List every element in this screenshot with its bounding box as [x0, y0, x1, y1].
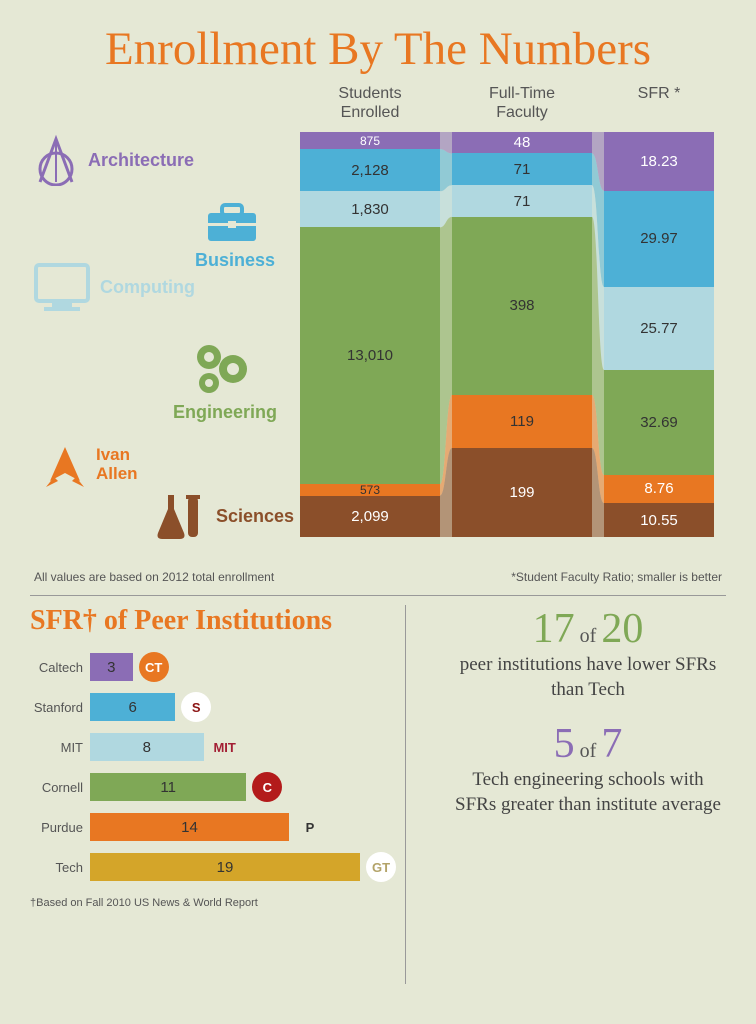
peer-institutions-panel: SFR† of Peer Institutions Caltech3CT Stan…: [30, 605, 405, 909]
col-header-sfr: SFR *: [604, 84, 714, 122]
briefcase-icon: [204, 199, 260, 245]
peer-title: SFR† of Peer Institutions: [30, 605, 405, 637]
peer-logo-icon: P: [295, 812, 325, 842]
peer-label: Purdue: [30, 820, 90, 835]
col-header-students: StudentsEnrolled: [300, 84, 440, 122]
peer-bar: 14: [90, 813, 289, 841]
stat-number: 17: [533, 606, 575, 652]
page-title: Enrollment By The Numbers: [0, 0, 756, 94]
sankey-segment: 199: [452, 448, 592, 537]
sankey-segment: 8.76: [604, 475, 714, 503]
monitor-icon: [30, 259, 94, 315]
sankey-segment: 119: [452, 395, 592, 448]
gears-icon: [187, 339, 257, 397]
category-architecture: Architecture: [30, 134, 194, 186]
peer-row: MIT8MIT: [30, 729, 405, 765]
sankey-segment: 1,830: [300, 191, 440, 227]
category-label: Sciences: [216, 506, 294, 527]
sankey-segment: 18.23: [604, 132, 714, 191]
sankey-segment: 71: [452, 185, 592, 217]
stat-number: 7: [601, 721, 622, 767]
architecture-icon: [30, 134, 82, 186]
peer-logo-icon: C: [252, 772, 282, 802]
sankey-segment: 29.97: [604, 191, 714, 287]
peer-footnote: †Based on Fall 2010 US News & World Repo…: [30, 897, 405, 909]
peer-logo-icon: S: [181, 692, 211, 722]
sankey-col-faculty: 487171398119199: [452, 132, 592, 537]
footnote-enrollment: All values are based on 2012 total enrol…: [34, 570, 274, 584]
peer-bar: 3: [90, 653, 133, 681]
column-headers: StudentsEnrolled Full-TimeFaculty SFR *: [300, 84, 726, 122]
sankey-segment: 398: [452, 217, 592, 395]
category-ivan-allen: IvanAllen: [40, 439, 138, 491]
peer-row: Cornell11C: [30, 769, 405, 805]
peer-label: MIT: [30, 740, 90, 755]
stat-of: of: [575, 625, 602, 647]
peer-bar: 11: [90, 773, 246, 801]
peer-logo-icon: GT: [366, 852, 396, 882]
peer-row: Purdue14P: [30, 809, 405, 845]
sankey-segment: 2,128: [300, 149, 440, 191]
peer-bar-chart: Caltech3CT Stanford6S MIT8MIT Cornell11C Pur…: [30, 649, 405, 885]
categories-panel: Architecture Business Computing: [30, 94, 300, 554]
sankey-segment: 573: [300, 484, 440, 495]
sankey-segment: 13,010: [300, 227, 440, 484]
category-label: Business: [195, 250, 275, 270]
sankey-chart: StudentsEnrolled Full-TimeFaculty SFR * …: [300, 94, 726, 554]
top-section: Architecture Business Computing: [0, 94, 756, 554]
peer-label: Caltech: [30, 660, 90, 675]
peer-bar: 8: [90, 733, 204, 761]
footnote-sfr: *Student Faculty Ratio; smaller is bette…: [511, 570, 722, 584]
peer-label: Tech: [30, 860, 90, 875]
horizontal-divider: [30, 595, 726, 596]
category-label: IvanAllen: [96, 446, 138, 483]
col-header-faculty: Full-TimeFaculty: [452, 84, 592, 122]
peer-bar: 6: [90, 693, 175, 721]
sankey-segment: 25.77: [604, 287, 714, 370]
category-label: Computing: [100, 277, 195, 298]
category-label: Engineering: [173, 402, 277, 422]
sankey-segment: 71: [452, 153, 592, 185]
category-sciences: Sciences: [150, 489, 294, 543]
category-computing: Computing: [30, 259, 195, 315]
sankey-segment: 32.69: [604, 370, 714, 475]
stat-of: of: [575, 740, 602, 762]
category-label: Architecture: [88, 150, 194, 171]
peer-label: Stanford: [30, 700, 90, 715]
peer-bar: 19: [90, 853, 360, 881]
sankey-col-sfr: 18.2329.9725.7732.698.7610.55: [604, 132, 714, 537]
sankey-segment: 10.55: [604, 503, 714, 537]
peer-row: Tech19GT: [30, 849, 405, 885]
category-engineering: Engineering: [150, 339, 300, 423]
stat-block: 17 of 20peer institutions have lower SFR…: [450, 605, 726, 702]
stat-number: 5: [554, 721, 575, 767]
peer-logo-icon: MIT: [210, 732, 240, 762]
peer-label: Cornell: [30, 780, 90, 795]
sankey-segment: 48: [452, 132, 592, 153]
peer-row: Stanford6S: [30, 689, 405, 725]
bottom-section: SFR† of Peer Institutions Caltech3CT Stan…: [30, 605, 726, 909]
peer-row: Caltech3CT: [30, 649, 405, 685]
flask-icon: [150, 489, 210, 543]
sankey-col-students: 8752,1281,83013,0105732,099: [300, 132, 440, 537]
sankey-segment: 875: [300, 132, 440, 149]
stat-text: Tech engineering schools with SFRs great…: [450, 768, 726, 817]
stat-text: peer institutions have lower SFRs than T…: [450, 653, 726, 702]
stat-block: 5 of 7Tech engineering schools with SFRs…: [450, 720, 726, 817]
stats-panel: 17 of 20peer institutions have lower SFR…: [405, 605, 726, 909]
sankey-segment: 2,099: [300, 496, 440, 537]
peer-logo-icon: CT: [139, 652, 169, 682]
stat-number: 20: [601, 606, 643, 652]
rocket-icon: [40, 439, 90, 491]
